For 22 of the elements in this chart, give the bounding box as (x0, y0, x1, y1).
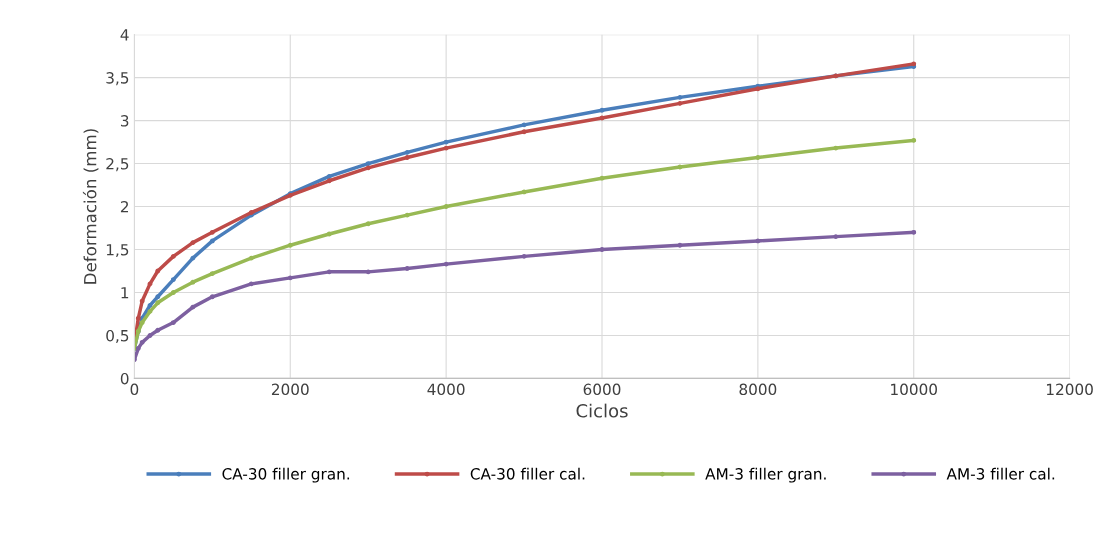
y-tick-label: 1,5 (106, 244, 129, 258)
x-tick-label: 2000 (271, 383, 309, 396)
x-tick-label: 8000 (739, 383, 777, 396)
y-tick-label: 3,5 (106, 72, 129, 86)
x-tick-label: 0 (130, 383, 139, 396)
y-tick-label: 0 (120, 372, 129, 385)
legend-label: CA-30 filler gran. (222, 467, 350, 483)
legend-label: AM-3 filler gran. (705, 467, 826, 483)
legend-label: AM-3 filler cal. (946, 467, 1055, 480)
y-tick-label: 2 (120, 201, 129, 213)
y-tick-label: 3 (120, 115, 129, 127)
x-tick-label: 6000 (583, 383, 621, 396)
legend-label: CA-30 filler cal. (470, 467, 585, 480)
x-axis-title: Ciclos (576, 403, 628, 418)
y-tick-label: 1 (121, 287, 129, 299)
x-tick-label: 12000 (1046, 383, 1093, 396)
y-tick-label: 4 (120, 29, 129, 41)
x-tick-label: 10000 (891, 383, 938, 396)
y-axis-title: Deformación (mm) (82, 129, 99, 284)
x-tick-label: 4000 (427, 383, 465, 396)
y-tick-label: 2,5 (106, 158, 129, 172)
y-tick-label: 0,5 (106, 329, 129, 344)
